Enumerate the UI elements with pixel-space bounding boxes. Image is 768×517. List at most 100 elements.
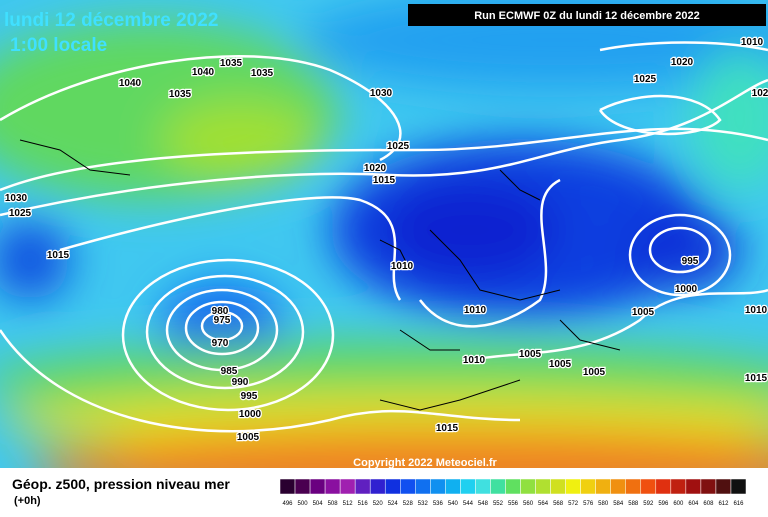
scale-swatch — [715, 478, 732, 495]
isobar-label: 1010 — [741, 37, 764, 48]
scale-label: 516 — [358, 501, 369, 507]
isobar-label: 1010 — [391, 261, 414, 272]
scale-label: 556 — [508, 501, 519, 507]
scale-swatch — [460, 478, 476, 495]
isobar-label: 975 — [214, 315, 231, 326]
isobar-label: 995 — [682, 256, 699, 267]
isobar-label: 1020 — [671, 57, 694, 68]
scale-label: 540 — [448, 501, 459, 507]
scale-swatch — [700, 478, 717, 495]
scale-swatch — [565, 478, 581, 495]
copyright: Copyright 2022 Meteociel.fr — [353, 457, 497, 469]
isobar-label: 1010 — [463, 355, 486, 366]
scale-label: 528 — [403, 501, 414, 507]
isobar-label: 1005 — [583, 367, 606, 378]
scale-swatch — [505, 478, 521, 495]
isobars — [0, 41, 768, 433]
isobar-label: 1035 — [251, 68, 274, 79]
isobar-label: 1025 — [634, 74, 657, 85]
scale-swatch — [610, 478, 626, 495]
scale-label: 520 — [373, 501, 384, 507]
isobar-label: 1015 — [745, 373, 768, 384]
scale-swatch — [490, 478, 506, 495]
scale-swatch — [655, 478, 672, 495]
isobar-label: 1035 — [169, 89, 192, 100]
isobar-label: 1025 — [387, 141, 410, 152]
scale-label: 560 — [523, 501, 534, 507]
scale-swatch — [415, 478, 431, 495]
scale-label: 544 — [463, 501, 474, 507]
scale-label: 592 — [643, 501, 654, 507]
scale-swatch — [550, 478, 566, 495]
isobar-label: 1005 — [519, 349, 542, 360]
scale-label: 588 — [628, 501, 639, 507]
isobar-label: 995 — [241, 391, 258, 402]
scale-label: 548 — [478, 501, 489, 507]
isobar-label: 1020 — [364, 163, 387, 174]
scale-swatch — [309, 478, 326, 495]
scale-label: 512 — [343, 501, 354, 507]
scale-swatch — [535, 478, 551, 495]
scale-label: 536 — [433, 501, 444, 507]
scale-label: 584 — [613, 501, 624, 507]
scale-label: 504 — [313, 501, 324, 507]
scale-label: 596 — [658, 501, 669, 507]
isobar-label: 1030 — [5, 193, 28, 204]
scale-label: 496 — [283, 501, 294, 507]
isobar-label: 1040 — [192, 67, 215, 78]
scale-swatch — [475, 478, 491, 495]
isobar-label: 1025 — [9, 208, 32, 219]
scale-swatch — [369, 478, 386, 495]
scale-label: 608 — [703, 501, 714, 507]
scale-swatch — [279, 478, 296, 495]
scale-swatch — [400, 478, 416, 495]
scale-swatch — [294, 478, 311, 495]
scale-swatch — [384, 478, 401, 495]
scale-label: 564 — [538, 501, 549, 507]
scale-swatch — [625, 478, 642, 495]
scale-swatch — [685, 478, 702, 495]
isobar-label: 1010 — [464, 305, 487, 316]
scale-swatch — [520, 478, 536, 495]
legend-step: (+0h) — [14, 495, 41, 507]
isobar-label: 1035 — [220, 58, 243, 69]
isobar-label: 985 — [221, 366, 238, 377]
scale-label: 552 — [493, 501, 504, 507]
scale-label: 616 — [733, 501, 744, 507]
scale-label: 568 — [553, 501, 564, 507]
isobar-label: 1010 — [745, 305, 768, 316]
legend-title: Géop. z500, pression niveau mer — [12, 476, 230, 492]
isobar-label: 102 — [752, 88, 768, 99]
isobar-label: 1000 — [239, 409, 262, 420]
scale-swatch — [595, 478, 611, 495]
isobar-label: 1000 — [675, 284, 698, 295]
run-box — [408, 4, 766, 26]
run-info: Run ECMWF 0Z du lundi 12 décembre 2022 — [474, 10, 700, 22]
scale-swatch — [730, 478, 747, 495]
isobar-label: 990 — [232, 377, 249, 388]
scale-label: 572 — [568, 501, 579, 507]
map-time: 1:00 locale — [10, 35, 107, 56]
scale-swatch — [430, 478, 446, 495]
isobar-label: 1005 — [632, 307, 655, 318]
isobar-label: 1015 — [436, 423, 459, 434]
scale-label: 524 — [388, 501, 399, 507]
coastlines — [19, 139, 621, 411]
scale-label: 508 — [328, 501, 339, 507]
scale-swatch — [580, 478, 596, 495]
scale-label: 576 — [583, 501, 594, 507]
isobar-label: 1015 — [47, 250, 70, 261]
scale-label: 500 — [298, 501, 309, 507]
scale-swatch — [324, 478, 341, 495]
isobar-label: 1005 — [237, 432, 260, 443]
map-title: lundi 12 décembre 2022 — [4, 10, 218, 31]
scale-label: 604 — [688, 501, 699, 507]
isobar-label: 970 — [212, 338, 229, 349]
scale-swatch — [445, 478, 461, 495]
scale-swatch — [670, 478, 687, 495]
scale-label: 600 — [673, 501, 684, 507]
isobar-label: 1015 — [373, 175, 396, 186]
